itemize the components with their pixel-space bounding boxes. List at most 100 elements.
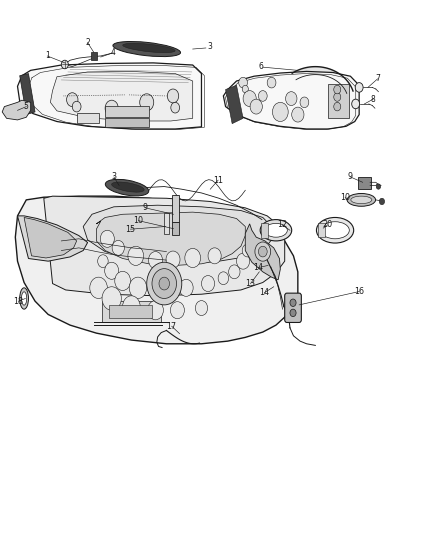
FancyBboxPatch shape	[328, 84, 349, 118]
Circle shape	[243, 91, 256, 107]
Circle shape	[355, 83, 363, 92]
Polygon shape	[50, 71, 193, 121]
Circle shape	[229, 265, 240, 279]
Text: 10: 10	[340, 193, 350, 201]
Circle shape	[112, 240, 124, 255]
Text: 14: 14	[254, 263, 263, 272]
Circle shape	[129, 277, 147, 298]
Ellipse shape	[20, 288, 28, 309]
Polygon shape	[20, 74, 35, 115]
Circle shape	[61, 60, 68, 69]
FancyBboxPatch shape	[91, 52, 97, 60]
FancyBboxPatch shape	[318, 223, 325, 237]
Circle shape	[148, 301, 163, 320]
Text: 16: 16	[354, 287, 364, 296]
Polygon shape	[2, 100, 31, 120]
Polygon shape	[18, 216, 88, 261]
Text: 10: 10	[134, 216, 143, 225]
Polygon shape	[226, 85, 243, 124]
Circle shape	[255, 242, 271, 261]
Circle shape	[90, 277, 107, 298]
Circle shape	[72, 101, 81, 112]
Polygon shape	[44, 196, 285, 296]
Circle shape	[166, 251, 180, 268]
Ellipse shape	[316, 217, 354, 243]
FancyBboxPatch shape	[102, 301, 161, 322]
Text: 13: 13	[246, 279, 255, 288]
Ellipse shape	[21, 292, 27, 305]
Text: 3: 3	[111, 173, 117, 181]
Text: 7: 7	[375, 75, 380, 83]
FancyBboxPatch shape	[358, 177, 371, 189]
Polygon shape	[223, 71, 359, 129]
Polygon shape	[83, 205, 272, 264]
FancyBboxPatch shape	[109, 305, 152, 318]
Polygon shape	[15, 196, 298, 344]
Text: 3: 3	[207, 43, 212, 51]
FancyBboxPatch shape	[172, 195, 179, 222]
Circle shape	[208, 248, 221, 264]
Ellipse shape	[351, 196, 372, 204]
Circle shape	[334, 102, 341, 111]
Circle shape	[179, 279, 193, 296]
FancyBboxPatch shape	[77, 113, 99, 123]
Text: 4: 4	[110, 49, 116, 57]
Polygon shape	[245, 224, 280, 280]
Circle shape	[290, 299, 296, 306]
Circle shape	[128, 246, 144, 265]
Circle shape	[258, 246, 267, 257]
Text: 14: 14	[260, 288, 269, 297]
Circle shape	[300, 97, 309, 108]
FancyBboxPatch shape	[105, 118, 149, 127]
Ellipse shape	[112, 182, 144, 192]
Polygon shape	[18, 63, 201, 129]
Circle shape	[152, 269, 177, 298]
Ellipse shape	[123, 43, 175, 53]
Circle shape	[376, 184, 381, 189]
Text: 15: 15	[125, 225, 136, 233]
Circle shape	[237, 253, 250, 269]
Circle shape	[159, 277, 170, 290]
Text: 9: 9	[143, 204, 148, 212]
Circle shape	[242, 85, 248, 93]
Circle shape	[98, 255, 108, 268]
FancyBboxPatch shape	[164, 213, 169, 234]
Circle shape	[185, 248, 201, 268]
Circle shape	[102, 287, 121, 310]
Circle shape	[171, 102, 180, 113]
Text: 18: 18	[14, 297, 23, 305]
Text: 8: 8	[371, 95, 375, 103]
Circle shape	[258, 91, 267, 101]
Circle shape	[140, 94, 154, 111]
Circle shape	[67, 93, 78, 107]
Polygon shape	[24, 217, 77, 258]
Ellipse shape	[105, 179, 149, 196]
FancyBboxPatch shape	[172, 222, 179, 235]
Circle shape	[218, 272, 229, 285]
FancyBboxPatch shape	[261, 223, 268, 238]
Ellipse shape	[321, 222, 350, 239]
Circle shape	[334, 85, 341, 94]
Text: 5: 5	[24, 102, 29, 111]
Circle shape	[148, 252, 162, 269]
Circle shape	[195, 301, 208, 316]
Circle shape	[239, 77, 247, 88]
Ellipse shape	[265, 223, 287, 237]
Circle shape	[167, 89, 179, 103]
Circle shape	[334, 93, 341, 101]
Circle shape	[105, 100, 118, 116]
Text: 20: 20	[322, 221, 333, 229]
Circle shape	[250, 99, 262, 114]
Polygon shape	[96, 212, 245, 265]
Circle shape	[170, 302, 184, 319]
Ellipse shape	[260, 220, 292, 241]
Circle shape	[147, 262, 182, 305]
Circle shape	[105, 262, 119, 279]
FancyBboxPatch shape	[285, 293, 301, 322]
Circle shape	[292, 107, 304, 122]
Text: 17: 17	[166, 322, 177, 330]
Circle shape	[201, 276, 215, 292]
Circle shape	[242, 244, 253, 257]
Circle shape	[115, 271, 131, 290]
Text: 2: 2	[85, 38, 90, 47]
